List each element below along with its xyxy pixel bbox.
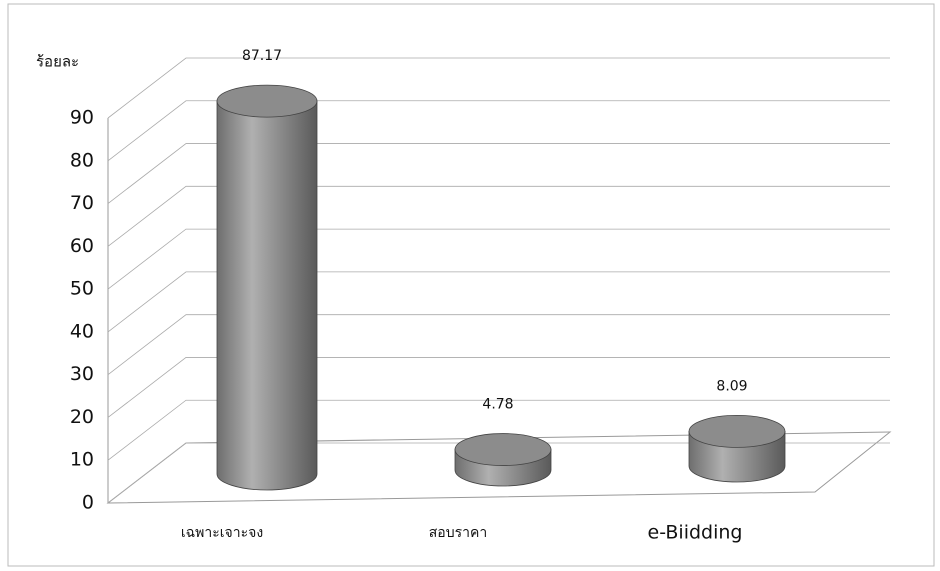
grid-line	[107, 57, 890, 119]
grid-line	[107, 143, 890, 204]
bar	[454, 433, 552, 487]
bar	[216, 84, 318, 491]
y-tick-label: 70	[70, 192, 94, 214]
grid-line	[107, 271, 890, 333]
bar-part	[216, 84, 318, 118]
value-label: 4.78	[482, 397, 513, 413]
grid-line	[107, 442, 890, 504]
y-tick-label: 20	[70, 406, 94, 428]
y-tick-label: 50	[70, 278, 94, 300]
value-label: 87.17	[242, 48, 282, 64]
bar-part	[454, 433, 552, 466]
y-axis-label: ร้อยละ	[36, 53, 79, 71]
bar-part	[216, 100, 318, 491]
grid-line	[107, 185, 890, 247]
x-tick-label: e-Biidding	[648, 522, 743, 544]
bar-part	[688, 414, 786, 448]
y-tick-label: 60	[70, 235, 94, 257]
y-tick-label: 10	[70, 449, 94, 471]
y-tick-label: 30	[70, 363, 94, 385]
y-tick-label: 90	[70, 107, 94, 129]
y-tick-label: 0	[82, 492, 94, 514]
grid-line	[107, 314, 890, 375]
value-label: 8.09	[716, 378, 747, 394]
y-tick-label: 80	[70, 149, 94, 171]
x-tick-label: สอบราคา	[429, 525, 487, 541]
frame	[7, 3, 935, 567]
grid-line	[107, 228, 890, 290]
grid-line	[107, 399, 890, 461]
x-tick-label: เฉพาะเจาะจง	[181, 525, 263, 541]
grid-line	[107, 100, 890, 162]
y-tick-label: 40	[70, 320, 94, 342]
grid-line	[107, 357, 890, 418]
bar	[688, 414, 786, 483]
